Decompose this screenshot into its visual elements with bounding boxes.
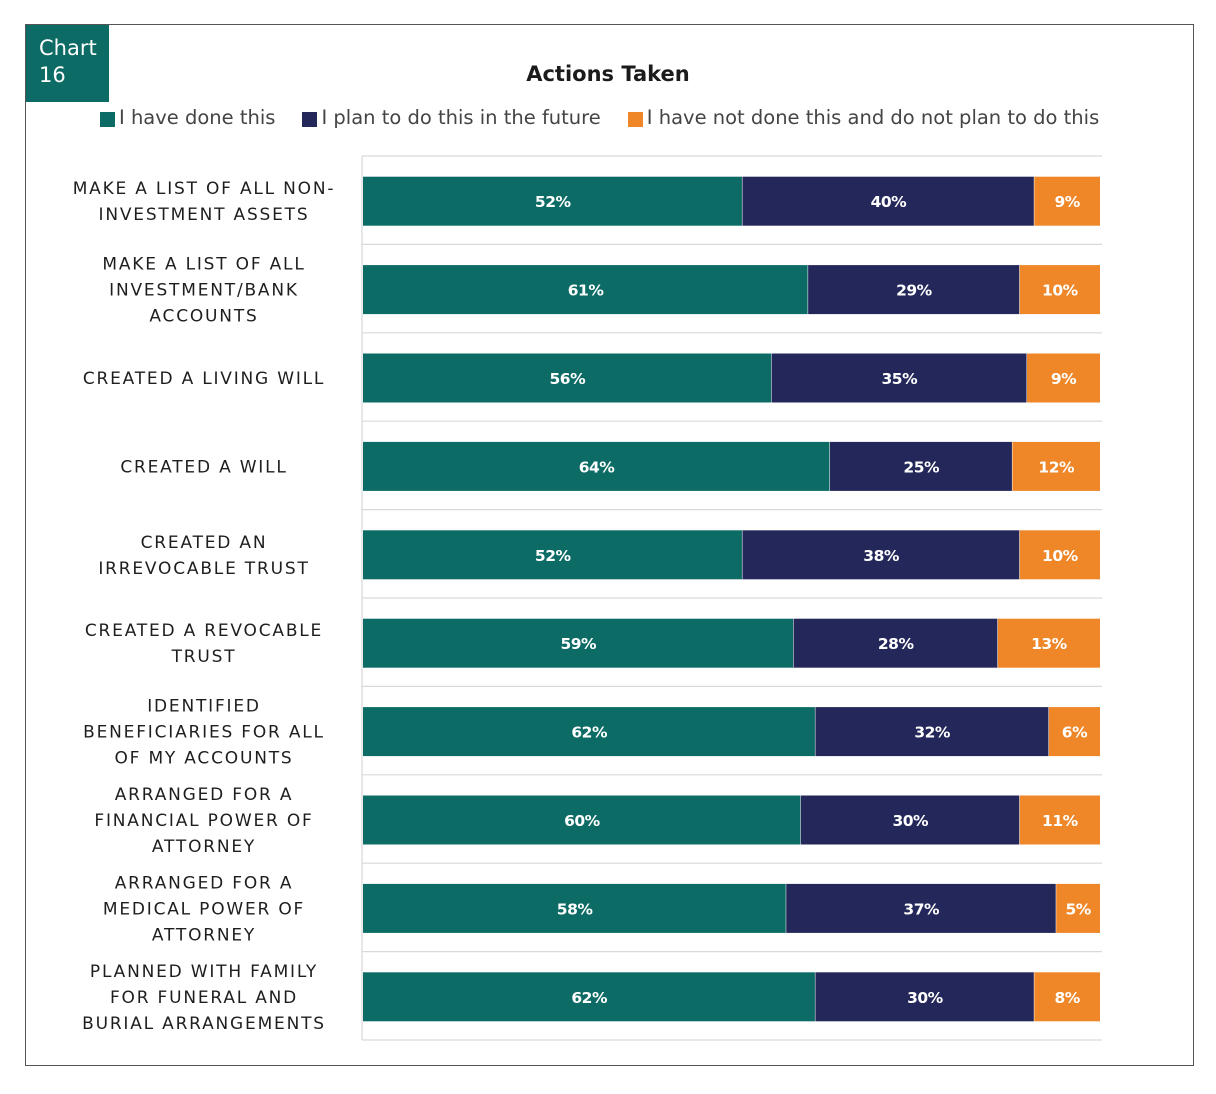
data-label: 28% bbox=[878, 635, 915, 653]
data-label: 59% bbox=[560, 635, 597, 653]
bar-plan bbox=[742, 530, 1020, 580]
data-label: 52% bbox=[535, 547, 572, 565]
data-label: 37% bbox=[903, 900, 940, 918]
legend-item-not: I have not done this and do not plan to … bbox=[627, 106, 1100, 129]
data-label: 62% bbox=[571, 724, 608, 742]
legend-swatch bbox=[627, 112, 643, 127]
bar-plan bbox=[808, 265, 1020, 315]
data-label: 6% bbox=[1062, 724, 1088, 742]
data-label: 32% bbox=[914, 724, 951, 742]
legend-label: I have not done this and do not plan to … bbox=[646, 106, 1100, 129]
bar-done bbox=[363, 530, 743, 580]
bar-done bbox=[363, 265, 809, 315]
data-label: 38% bbox=[863, 547, 900, 565]
bar-not bbox=[1012, 441, 1100, 491]
bar-plan bbox=[830, 441, 1013, 491]
data-label: 58% bbox=[557, 900, 594, 918]
data-label: 10% bbox=[1042, 282, 1079, 300]
legend-swatch bbox=[302, 112, 318, 127]
data-label: 9% bbox=[1054, 193, 1080, 211]
data-label: 30% bbox=[907, 989, 944, 1007]
chart-title: Actions Taken bbox=[526, 62, 690, 86]
data-label: 61% bbox=[568, 282, 605, 300]
bar-not bbox=[1019, 795, 1100, 845]
category-label: CREATED A REVOCABLE TRUST bbox=[85, 621, 323, 667]
category-label: CREATED A WILL bbox=[120, 457, 287, 477]
bar-plan bbox=[771, 353, 1028, 403]
category-label: MAKE A LIST OF ALL INVESTMENT/BANK ACCOUNT… bbox=[102, 255, 305, 327]
category-label: CREATED A LIVING WILL bbox=[83, 369, 325, 389]
data-label: 5% bbox=[1065, 900, 1091, 918]
data-label: 25% bbox=[903, 458, 940, 476]
bar-done bbox=[363, 883, 787, 933]
category-label: CREATED AN IRREVOCABLE TRUST bbox=[98, 533, 309, 579]
legend-item-plan: I plan to do this in the future bbox=[302, 106, 601, 129]
data-label: 29% bbox=[896, 282, 933, 300]
bar-not bbox=[1034, 972, 1100, 1022]
bar-done bbox=[363, 441, 831, 491]
bar-plan bbox=[793, 618, 998, 668]
data-label: 52% bbox=[535, 193, 572, 211]
bar-done bbox=[363, 176, 743, 226]
data-label: 60% bbox=[564, 812, 601, 830]
data-label: 13% bbox=[1031, 635, 1068, 653]
bar-not bbox=[1019, 530, 1100, 580]
bar-plan bbox=[786, 883, 1057, 933]
legend-label: I plan to do this in the future bbox=[321, 106, 601, 129]
data-label: 8% bbox=[1054, 989, 1080, 1007]
category-label: PLANNED WITH FAMILY FOR FUNERAL AND BURIAL… bbox=[82, 962, 326, 1034]
chart-number-badge: Chart 16 bbox=[26, 25, 109, 102]
bar-not bbox=[1034, 176, 1100, 226]
data-label: 11% bbox=[1042, 812, 1079, 830]
bar-not bbox=[1048, 707, 1100, 757]
badge-label: Chart bbox=[39, 36, 97, 60]
data-label: 56% bbox=[550, 370, 587, 388]
bar-plan bbox=[815, 707, 1049, 757]
category-label: ARRANGED FOR A FINANCIAL POWER OF ATTORNEY bbox=[94, 785, 313, 857]
bar-plan bbox=[815, 972, 1035, 1022]
badge-number: 16 bbox=[39, 63, 66, 87]
legend-item-done: I have done this bbox=[100, 106, 275, 129]
bar-done bbox=[363, 972, 816, 1022]
bar-not bbox=[997, 618, 1100, 668]
data-label: 9% bbox=[1051, 370, 1077, 388]
category-label: ARRANGED FOR A MEDICAL POWER OF ATTORNEY bbox=[103, 873, 305, 945]
bar-plan bbox=[800, 795, 1020, 845]
category-label: IDENTIFIED BENEFICIARIES FOR ALL OF MY ACC… bbox=[83, 697, 325, 769]
legend-label: I have done this bbox=[119, 106, 276, 129]
data-label: 64% bbox=[579, 458, 616, 476]
bar-done bbox=[363, 707, 816, 757]
bar-done bbox=[363, 353, 772, 403]
bar-not bbox=[1056, 883, 1100, 933]
bar-done bbox=[363, 795, 801, 845]
chart-legend: I have done this I plan to do this in the… bbox=[100, 106, 1126, 129]
data-label: 30% bbox=[892, 812, 929, 830]
bar-done bbox=[363, 618, 794, 668]
data-label: 40% bbox=[871, 193, 908, 211]
bar-plan bbox=[742, 176, 1035, 226]
legend-swatch bbox=[100, 112, 115, 127]
data-label: 10% bbox=[1042, 547, 1079, 565]
data-label: 12% bbox=[1038, 458, 1075, 476]
data-label: 35% bbox=[882, 370, 919, 388]
data-label: 62% bbox=[571, 989, 608, 1007]
bar-not bbox=[1027, 353, 1100, 403]
bar-not bbox=[1019, 265, 1100, 315]
category-label: MAKE A LIST OF ALL NON-INVESTMENT ASSETS bbox=[73, 179, 336, 225]
